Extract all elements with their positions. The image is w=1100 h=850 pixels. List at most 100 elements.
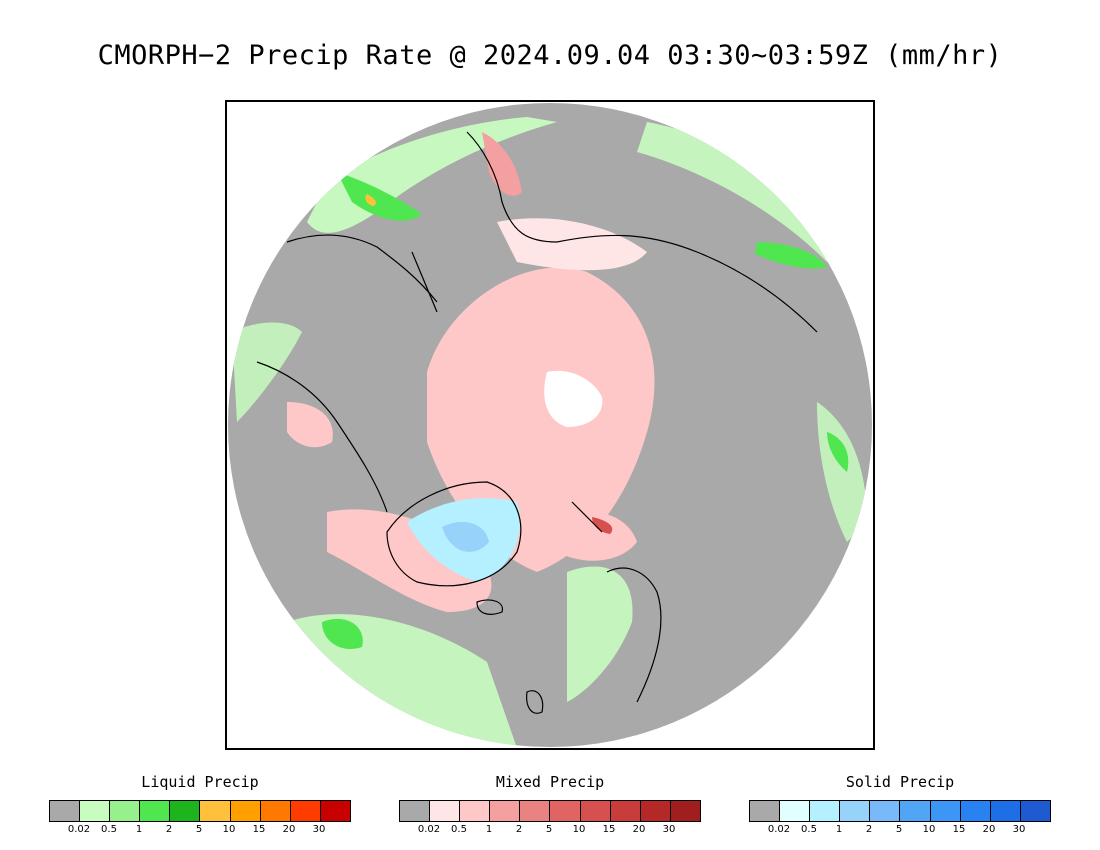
legend-tick-label: 5	[545, 824, 553, 835]
legend-tick-label: 10	[222, 824, 236, 835]
legend-tick-label: 5	[895, 824, 903, 835]
liquid-band-siberia-east	[637, 122, 847, 262]
coastlines	[256, 131, 818, 714]
liquid-band-hudson	[287, 402, 333, 448]
coastline-alaska	[286, 234, 438, 303]
legend-tick-label: 2	[165, 824, 173, 835]
legend-swatch	[110, 801, 141, 821]
legend-tick-label: 30	[312, 824, 326, 835]
legend-tick-labels: 0.02 0.5 1 2 5 10 15 20 30	[49, 824, 349, 838]
legend-swatch	[580, 801, 611, 821]
coastline-uk	[526, 690, 544, 714]
coastline-chukotka	[466, 131, 558, 243]
legend-swatch	[840, 801, 871, 821]
solid-greenland-core	[442, 522, 489, 552]
legend-color-bar	[399, 800, 701, 822]
mixed-cell-novaya	[592, 517, 613, 534]
legend-swatch	[230, 801, 261, 821]
polar-data-hole	[544, 370, 603, 427]
legend-tick-label: 2	[515, 824, 523, 835]
legend-swatch	[490, 801, 521, 821]
legend-title: Liquid Precip	[141, 773, 259, 791]
legend-swatch	[140, 801, 171, 821]
legend-tick-label: 20	[632, 824, 646, 835]
legend-tick-label: 0.5	[801, 824, 817, 835]
legend-swatch	[80, 801, 111, 821]
liquid-band-alaska-gulf	[337, 172, 422, 221]
legend-swatch	[260, 801, 291, 821]
legend-swatch	[930, 801, 961, 821]
mixed-east-siberian	[497, 218, 647, 271]
legend-solid-precip: Solid Precip 0.02 0.5 1 2 5 10 15 20 30	[749, 772, 1051, 838]
legend-color-bar	[49, 800, 351, 822]
legend-swatch	[1020, 801, 1050, 821]
legend-title: Mixed Precip	[495, 773, 605, 791]
legend-swatch	[870, 801, 901, 821]
coastline-iceland	[476, 599, 503, 615]
mixed-bering-strait	[482, 132, 522, 196]
legend-tick-label: 0.02	[767, 824, 791, 835]
legend-swatch	[320, 801, 350, 821]
legend-swatch	[900, 801, 931, 821]
legend-mixed-precip: Mixed Precip 0.02 0.5 1 2 5 10 15 20 30	[399, 772, 701, 838]
mixed-barents	[547, 511, 637, 561]
liquid-cell-atlantic	[322, 618, 363, 650]
legend-swatch	[430, 801, 461, 821]
legend-tick-labels: 0.02 0.5 1 2 5 10 15 20 30	[749, 824, 1049, 838]
legend-tick-label: 20	[982, 824, 996, 835]
legend-swatch	[960, 801, 991, 821]
legend-tick-label: 1	[135, 824, 143, 835]
legend-swatch	[50, 801, 81, 821]
legend-swatch	[200, 801, 231, 821]
legend-swatch	[520, 801, 551, 821]
legend-tick-label: 2	[865, 824, 873, 835]
legend-swatch	[780, 801, 811, 821]
legend-swatch	[750, 801, 781, 821]
legend-swatch	[640, 801, 671, 821]
page-title: CMORPH−2 Precip Rate @ 2024.09.04 03:30~…	[97, 40, 1003, 71]
legend-color-bar	[749, 800, 1051, 822]
legend-tick-label: 10	[922, 824, 936, 835]
border-alaska-canada	[411, 251, 438, 313]
legend-tick-label: 0.02	[417, 824, 441, 835]
legend-swatch	[610, 801, 641, 821]
coastline-greenland	[386, 481, 522, 587]
liquid-band-scandinavia	[567, 566, 633, 702]
legend-tick-label: 15	[252, 824, 266, 835]
legend-title: Solid Precip	[845, 773, 955, 791]
mixed-central-arctic	[427, 267, 655, 572]
legend-swatch	[400, 801, 431, 821]
legend-tick-label: 30	[1012, 824, 1026, 835]
legend-tick-label: 0.5	[101, 824, 117, 835]
legend-tick-label: 30	[662, 824, 676, 835]
legend-tick-label: 20	[282, 824, 296, 835]
legend-swatch	[670, 801, 700, 821]
legend-tick-label: 15	[952, 824, 966, 835]
coastline-canada	[256, 361, 388, 513]
coastline-scandinavia	[606, 567, 662, 703]
polar-map	[225, 100, 875, 750]
coastline-novaya-zemlya	[571, 501, 603, 533]
legend-swatch	[460, 801, 491, 821]
legend-tick-label: 1	[485, 824, 493, 835]
legend-tick-label: 1	[835, 824, 843, 835]
legend-swatch	[810, 801, 841, 821]
legend-swatch	[550, 801, 581, 821]
legend-swatch	[170, 801, 201, 821]
legend-tick-label: 10	[572, 824, 586, 835]
legend-swatch	[990, 801, 1021, 821]
liquid-cell-siberia-west	[827, 432, 849, 472]
map-canvas	[228, 103, 872, 747]
legend-tick-label: 5	[195, 824, 203, 835]
legend-liquid-precip: Liquid Precip 0.02 0.5 1 2 5 10 15 20 30	[49, 772, 351, 838]
legend-tick-label: 0.02	[67, 824, 91, 835]
precip-fields	[232, 117, 867, 747]
legend-tick-labels: 0.02 0.5 1 2 5 10 15 20 30	[399, 824, 699, 838]
liquid-band-north-america-west	[232, 322, 302, 422]
liquid-core-alaska-gulf	[365, 194, 376, 206]
coastline-siberia	[556, 234, 818, 333]
liquid-cell-okhotsk	[755, 242, 827, 269]
legend-tick-label: 15	[602, 824, 616, 835]
legend-tick-label: 0.5	[451, 824, 467, 835]
legend-swatch	[290, 801, 321, 821]
